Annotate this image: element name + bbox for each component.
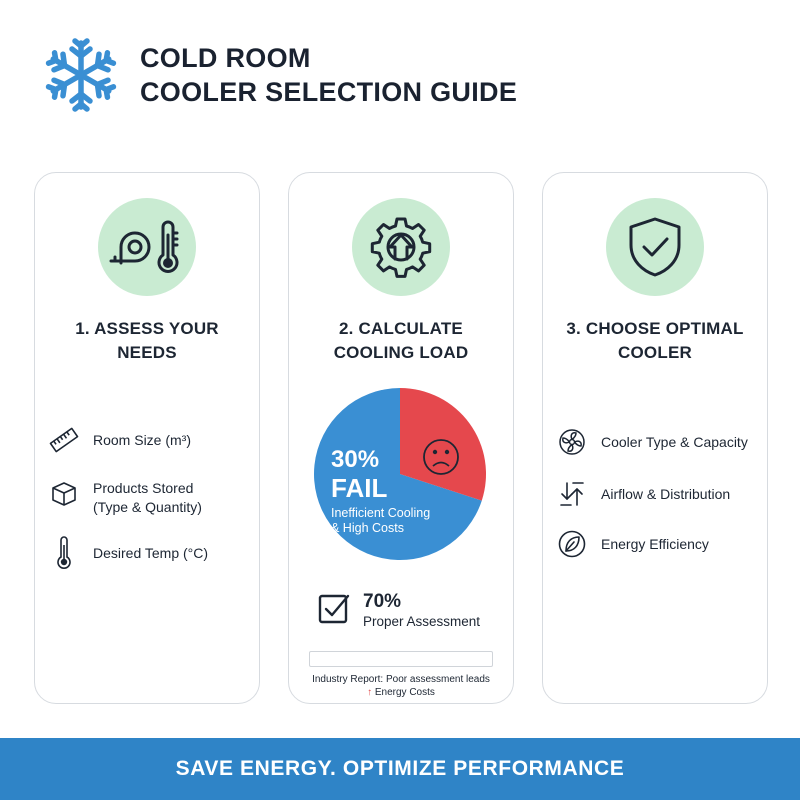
tape-measure-thermometer-icon: [109, 220, 179, 273]
footer-banner: SAVE ENERGY. OPTIMIZE PERFORMANCE: [0, 738, 800, 800]
step-title-line1: 3. CHOOSE OPTIMAL: [566, 319, 744, 338]
snowflake-icon: [44, 38, 118, 112]
step-card-calculate: 2. CALCULATE COOLING LOAD 30% FAIL Ineff…: [288, 172, 514, 704]
list-item: Cooler Type & Capacity: [557, 427, 748, 457]
fail-label: FAIL: [331, 473, 387, 503]
list-item: Products Stored (Type & Quantity): [49, 479, 202, 517]
proper-assessment-stat: 70% Proper Assessment: [317, 591, 480, 631]
list-item-label: Products Stored: [93, 480, 194, 496]
list-item-label: Energy Efficiency: [601, 536, 709, 552]
list-item-label: Desired Temp (°C): [93, 545, 209, 561]
box-icon: [49, 479, 79, 509]
pie-slice-fail: [400, 388, 486, 501]
step-title-line2: COOLING LOAD: [333, 343, 469, 362]
fan-icon: [557, 427, 587, 457]
sad-face-icon: [423, 439, 459, 475]
leaf-icon: [557, 529, 587, 559]
step-icon-circle: [98, 198, 196, 296]
page-title-line1: COLD ROOM: [140, 43, 311, 73]
step-title: 2. CALCULATE COOLING LOAD: [289, 317, 513, 365]
fail-desc-line2: & High Costs: [331, 521, 404, 535]
list-item-label: Cooler Type & Capacity: [601, 434, 748, 450]
list-item-sublabel: (Type & Quantity): [93, 499, 202, 515]
step-title-line2: NEEDS: [117, 343, 177, 362]
assessment-pie-chart: 30% FAIL Inefficient Cooling & High Cost…: [314, 388, 486, 560]
list-item: Room Size (m³): [49, 425, 191, 455]
step-card-choose: 3. CHOOSE OPTIMAL COOLER Cooler Type & C…: [542, 172, 768, 704]
airflow-arrows-icon: [557, 479, 587, 509]
ruler-icon: [49, 425, 79, 455]
step-card-assess: 1. ASSESS YOUR NEEDS Room Size (m³) Prod…: [34, 172, 260, 704]
step-title-line2: COOLER: [618, 343, 692, 362]
step-icon-circle: [352, 198, 450, 296]
fail-desc-line1: Inefficient Cooling: [331, 506, 430, 520]
list-item: Energy Efficiency: [557, 529, 709, 559]
list-item: Desired Temp (°C): [49, 536, 209, 569]
arrow-up-icon: ↑: [367, 687, 373, 698]
header: COLD ROOM COOLER SELECTION GUIDE: [44, 38, 517, 112]
industry-report-note: Industry Report: Poor assessment leads ↑…: [289, 673, 513, 699]
thermometer-icon: [49, 536, 79, 569]
list-item-label: Room Size (m³): [93, 432, 192, 448]
page-title-line2: COOLER SELECTION GUIDE: [140, 77, 518, 107]
fail-percent-label: 30%: [331, 446, 379, 473]
gear-upload-icon: [370, 217, 432, 278]
proper-assessment-percent: 70%: [363, 591, 402, 612]
list-item: Airflow & Distribution: [557, 479, 730, 509]
page-title: COLD ROOM COOLER SELECTION GUIDE: [140, 41, 517, 109]
footer-text: SAVE ENERGY. OPTIMIZE PERFORMANCE: [175, 757, 625, 780]
step-title: 3. CHOOSE OPTIMAL COOLER: [543, 317, 767, 365]
report-bar: [309, 651, 493, 667]
report-line1: Industry Report: Poor assessment leads: [312, 674, 490, 685]
report-line2-wrap: ↑ Energy Costs: [289, 686, 513, 699]
step-title: 1. ASSESS YOUR NEEDS: [35, 317, 259, 365]
proper-assessment-label: Proper Assessment: [363, 614, 481, 629]
report-line2: Energy Costs: [374, 687, 435, 698]
checkbox-icon: [318, 594, 350, 624]
step-title-line1: 1. ASSESS YOUR: [75, 319, 219, 338]
list-item-label: Airflow & Distribution: [601, 486, 731, 502]
shield-check-icon: [629, 217, 681, 277]
step-icon-circle: [606, 198, 704, 296]
step-title-line1: 2. CALCULATE: [339, 319, 463, 338]
pie-slice-proper-assessment: [314, 388, 482, 560]
